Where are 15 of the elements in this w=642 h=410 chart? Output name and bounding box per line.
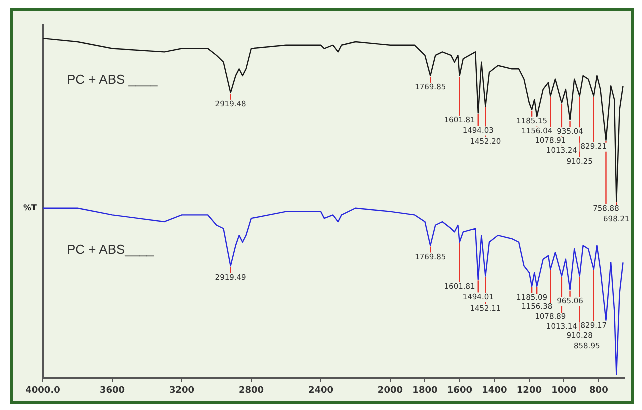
- x-tick-label: 1200: [516, 386, 542, 396]
- x-tick-label: 1800: [412, 386, 438, 396]
- x-tick-label: 800: [590, 386, 608, 396]
- x-tick-label: 1000: [552, 386, 577, 396]
- series-label: PC + ABS____: [67, 242, 155, 257]
- y-axis-title: %T: [24, 203, 38, 212]
- x-tick-label: 3200: [169, 386, 195, 396]
- x-tick-label: 2000: [378, 386, 403, 396]
- x-tick-label: 1400: [482, 386, 508, 396]
- x-tick-label: 4000.0: [26, 386, 60, 396]
- series-label: PC + ABS ____: [67, 72, 158, 88]
- x-tick-label: 2800: [238, 386, 264, 396]
- x-tick-label: 3600: [100, 386, 126, 396]
- x-tick-label: 2400: [308, 386, 334, 396]
- x-tick-label: 1600: [447, 386, 472, 396]
